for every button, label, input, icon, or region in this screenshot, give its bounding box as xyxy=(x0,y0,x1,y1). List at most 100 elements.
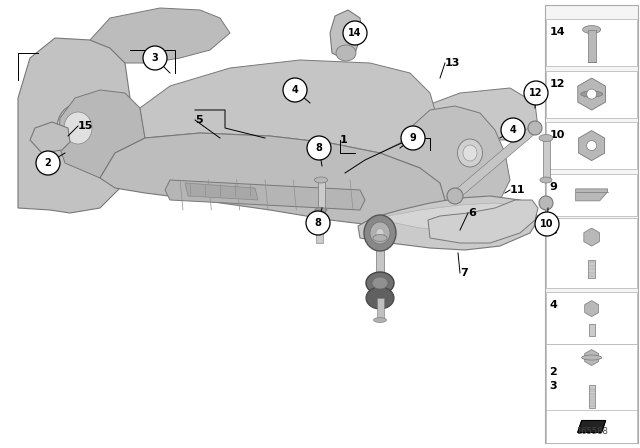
Ellipse shape xyxy=(373,234,387,241)
Ellipse shape xyxy=(528,121,542,135)
Polygon shape xyxy=(358,196,538,250)
Ellipse shape xyxy=(336,45,356,61)
Polygon shape xyxy=(578,78,605,110)
FancyBboxPatch shape xyxy=(589,384,595,408)
Ellipse shape xyxy=(540,177,552,183)
Ellipse shape xyxy=(312,210,326,216)
Polygon shape xyxy=(140,60,440,168)
Polygon shape xyxy=(575,189,607,201)
Text: 165588: 165588 xyxy=(576,427,607,436)
Ellipse shape xyxy=(463,145,477,161)
Ellipse shape xyxy=(315,207,327,212)
Polygon shape xyxy=(585,301,598,317)
Ellipse shape xyxy=(458,139,483,167)
Text: 8: 8 xyxy=(315,218,321,228)
FancyBboxPatch shape xyxy=(589,324,595,336)
Circle shape xyxy=(524,81,548,105)
Text: 5: 5 xyxy=(195,115,203,125)
Polygon shape xyxy=(18,38,130,213)
Text: 12: 12 xyxy=(529,88,543,98)
Text: 9: 9 xyxy=(410,133,417,143)
Polygon shape xyxy=(579,131,605,160)
FancyBboxPatch shape xyxy=(543,140,550,178)
Polygon shape xyxy=(165,180,365,210)
Ellipse shape xyxy=(366,287,394,309)
Text: 1: 1 xyxy=(340,135,348,145)
Ellipse shape xyxy=(587,89,596,99)
Ellipse shape xyxy=(364,215,396,251)
Text: 14: 14 xyxy=(348,28,362,38)
Ellipse shape xyxy=(366,272,394,294)
Ellipse shape xyxy=(376,228,384,237)
Text: 3: 3 xyxy=(549,380,557,391)
Text: 3: 3 xyxy=(152,53,158,63)
Polygon shape xyxy=(585,349,598,366)
Text: 7: 7 xyxy=(460,268,468,278)
Text: 12: 12 xyxy=(549,78,564,89)
Circle shape xyxy=(143,46,167,70)
Text: 4: 4 xyxy=(549,300,557,310)
Text: 8: 8 xyxy=(549,226,557,237)
Circle shape xyxy=(36,151,60,175)
Polygon shape xyxy=(420,88,538,140)
Ellipse shape xyxy=(372,277,388,289)
FancyBboxPatch shape xyxy=(316,213,323,243)
FancyBboxPatch shape xyxy=(588,260,595,278)
FancyBboxPatch shape xyxy=(547,19,637,66)
Polygon shape xyxy=(578,421,605,432)
Ellipse shape xyxy=(57,104,99,152)
Text: 4: 4 xyxy=(292,85,298,95)
Text: 11: 11 xyxy=(510,185,525,195)
FancyBboxPatch shape xyxy=(547,410,637,443)
Ellipse shape xyxy=(539,134,553,142)
FancyBboxPatch shape xyxy=(376,238,384,278)
Circle shape xyxy=(401,126,425,150)
Text: 15: 15 xyxy=(78,121,93,131)
Text: 10: 10 xyxy=(549,130,564,140)
Polygon shape xyxy=(428,200,538,243)
Polygon shape xyxy=(185,183,258,200)
Ellipse shape xyxy=(374,318,387,323)
Circle shape xyxy=(283,78,307,102)
Polygon shape xyxy=(100,133,445,226)
FancyBboxPatch shape xyxy=(547,122,637,169)
Ellipse shape xyxy=(582,26,600,34)
FancyBboxPatch shape xyxy=(588,30,596,61)
Text: 10: 10 xyxy=(540,219,554,229)
Text: 2: 2 xyxy=(549,366,557,377)
FancyBboxPatch shape xyxy=(547,218,637,288)
Text: 4: 4 xyxy=(509,125,516,135)
Circle shape xyxy=(306,211,330,235)
Ellipse shape xyxy=(580,91,603,97)
Circle shape xyxy=(535,212,559,236)
Polygon shape xyxy=(380,106,510,208)
FancyBboxPatch shape xyxy=(377,298,384,318)
FancyBboxPatch shape xyxy=(547,174,637,216)
Circle shape xyxy=(307,136,331,160)
Text: 13: 13 xyxy=(445,58,460,68)
Text: 6: 6 xyxy=(468,208,476,218)
Polygon shape xyxy=(30,122,70,153)
FancyBboxPatch shape xyxy=(545,5,638,443)
FancyBboxPatch shape xyxy=(547,344,637,413)
Ellipse shape xyxy=(582,355,602,360)
FancyBboxPatch shape xyxy=(318,182,325,210)
Ellipse shape xyxy=(447,188,463,204)
Polygon shape xyxy=(330,10,362,58)
Circle shape xyxy=(343,21,367,45)
Ellipse shape xyxy=(370,222,390,244)
Text: 8: 8 xyxy=(316,143,323,153)
Ellipse shape xyxy=(64,112,92,144)
Ellipse shape xyxy=(314,177,328,183)
Polygon shape xyxy=(90,8,230,63)
Text: 2: 2 xyxy=(45,158,51,168)
Text: 9: 9 xyxy=(549,181,557,192)
Polygon shape xyxy=(380,203,520,230)
FancyBboxPatch shape xyxy=(547,70,637,117)
Circle shape xyxy=(501,118,525,142)
Ellipse shape xyxy=(539,196,553,210)
Polygon shape xyxy=(58,90,145,178)
Text: 14: 14 xyxy=(549,27,565,37)
Ellipse shape xyxy=(587,141,596,151)
FancyBboxPatch shape xyxy=(547,293,637,344)
